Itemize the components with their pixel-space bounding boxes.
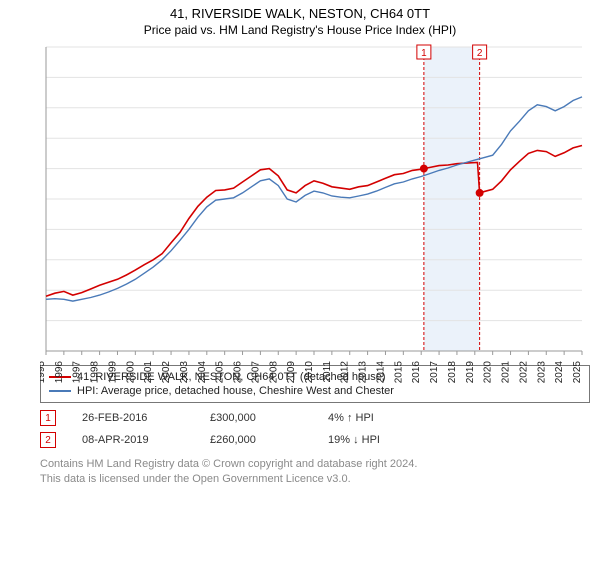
sale-date: 26-FEB-2016 bbox=[82, 412, 202, 424]
svg-text:1996: 1996 bbox=[54, 361, 65, 384]
svg-text:2009: 2009 bbox=[286, 361, 297, 384]
svg-text:2023: 2023 bbox=[536, 361, 547, 384]
svg-text:2005: 2005 bbox=[215, 361, 226, 384]
svg-text:1995: 1995 bbox=[40, 361, 47, 384]
svg-text:2025: 2025 bbox=[572, 361, 583, 384]
footnote-line-1: Contains HM Land Registry data © Crown c… bbox=[40, 457, 590, 472]
sale-date: 08-APR-2019 bbox=[82, 434, 202, 446]
svg-text:2007: 2007 bbox=[250, 361, 261, 384]
svg-text:£200K: £200K bbox=[40, 224, 41, 236]
sale-row: 2 08-APR-2019 £260,000 19% ↓ HPI bbox=[40, 429, 590, 451]
price-chart: £0£50K£100K£150K£200K£250K£300K£350K£400… bbox=[40, 41, 588, 391]
svg-text:2013: 2013 bbox=[358, 361, 369, 384]
svg-text:2: 2 bbox=[477, 48, 483, 59]
svg-text:2014: 2014 bbox=[375, 361, 386, 384]
svg-text:2020: 2020 bbox=[483, 361, 494, 384]
svg-text:2010: 2010 bbox=[304, 361, 315, 384]
chart-area: £0£50K£100K£150K£200K£250K£300K£350K£400… bbox=[40, 41, 588, 361]
svg-text:£300K: £300K bbox=[40, 164, 41, 176]
svg-text:£100K: £100K bbox=[40, 285, 41, 297]
svg-text:£50K: £50K bbox=[40, 316, 41, 328]
svg-text:2006: 2006 bbox=[233, 361, 244, 384]
svg-text:1998: 1998 bbox=[90, 361, 101, 384]
svg-text:2002: 2002 bbox=[161, 361, 172, 384]
sale-price: £300,000 bbox=[210, 412, 320, 424]
svg-text:2017: 2017 bbox=[429, 361, 440, 384]
svg-text:1: 1 bbox=[421, 48, 427, 59]
svg-text:£350K: £350K bbox=[40, 133, 41, 145]
svg-text:2022: 2022 bbox=[518, 361, 529, 384]
sale-number: 1 bbox=[40, 410, 56, 426]
svg-text:2024: 2024 bbox=[554, 361, 565, 384]
svg-text:2018: 2018 bbox=[447, 361, 458, 384]
svg-text:2016: 2016 bbox=[411, 361, 422, 384]
sale-diff: 4% ↑ HPI bbox=[328, 412, 458, 424]
sale-row: 1 26-FEB-2016 £300,000 4% ↑ HPI bbox=[40, 407, 590, 429]
svg-text:£150K: £150K bbox=[40, 255, 41, 267]
svg-text:2008: 2008 bbox=[268, 361, 279, 384]
svg-text:1997: 1997 bbox=[72, 361, 83, 384]
page-title: 41, RIVERSIDE WALK, NESTON, CH64 0TT bbox=[0, 6, 600, 21]
page-subtitle: Price paid vs. HM Land Registry's House … bbox=[0, 23, 600, 37]
svg-text:£400K: £400K bbox=[40, 103, 41, 115]
svg-text:2021: 2021 bbox=[501, 361, 512, 384]
sale-rows: 1 26-FEB-2016 £300,000 4% ↑ HPI 2 08-APR-2019… bbox=[40, 407, 590, 451]
svg-text:2000: 2000 bbox=[125, 361, 136, 384]
footnote: Contains HM Land Registry data © Crown c… bbox=[40, 457, 590, 487]
svg-text:1999: 1999 bbox=[107, 361, 118, 384]
svg-text:2003: 2003 bbox=[179, 361, 190, 384]
sale-diff: 19% ↓ HPI bbox=[328, 434, 458, 446]
footnote-line-2: This data is licensed under the Open Gov… bbox=[40, 472, 590, 487]
svg-text:2011: 2011 bbox=[322, 361, 333, 383]
svg-text:2001: 2001 bbox=[143, 361, 154, 384]
svg-text:2012: 2012 bbox=[340, 361, 351, 384]
sale-number: 2 bbox=[40, 432, 56, 448]
svg-text:2019: 2019 bbox=[465, 361, 476, 384]
svg-text:£450K: £450K bbox=[40, 72, 41, 84]
svg-text:£500K: £500K bbox=[40, 42, 41, 54]
svg-text:£250K: £250K bbox=[40, 194, 41, 206]
sale-price: £260,000 bbox=[210, 434, 320, 446]
svg-text:2015: 2015 bbox=[393, 361, 404, 384]
svg-text:2004: 2004 bbox=[197, 361, 208, 384]
